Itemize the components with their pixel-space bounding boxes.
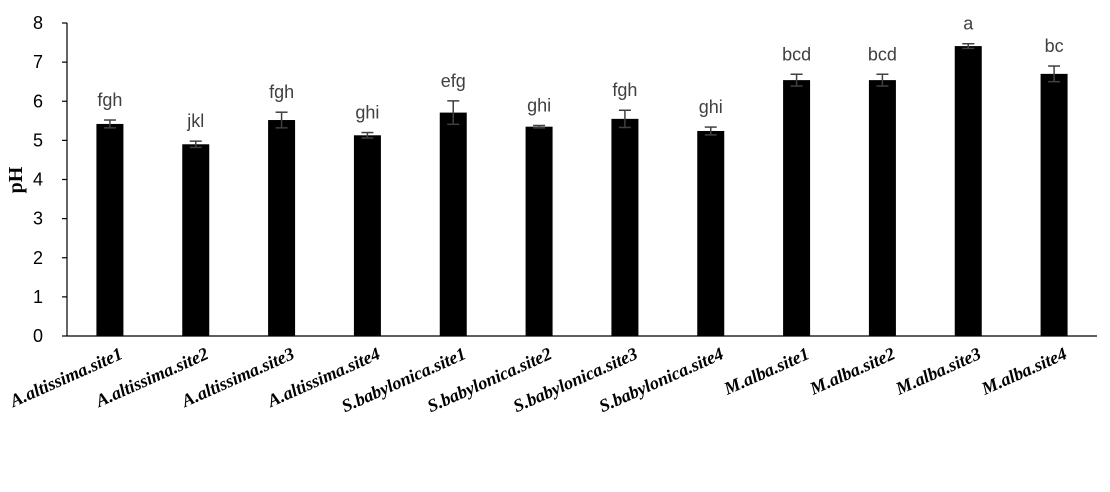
y-tick-label: 1 (33, 287, 43, 307)
x-axis: A.altissima.site1A.altissima.site2A.alti… (6, 335, 1097, 416)
error-bars (103, 42, 1061, 149)
error-bar (704, 126, 717, 136)
bar (182, 144, 210, 336)
error-bar (618, 109, 631, 129)
y-tick-label: 3 (33, 209, 43, 229)
error-bar (103, 119, 116, 129)
error-bar (962, 42, 975, 50)
y-tick-label: 8 (33, 13, 43, 33)
bar (96, 123, 124, 336)
bar (268, 120, 296, 336)
bar (611, 118, 639, 336)
bar (783, 80, 811, 336)
error-bar (1048, 65, 1061, 83)
significance-label: fgh (97, 90, 122, 110)
x-tick-label: M.alba.site1 (720, 343, 812, 399)
bar (954, 46, 982, 337)
error-bar (447, 100, 460, 126)
significance-labels: fgh jkl fgh ghi efg ghi fgh ghi bcd bcd a bc (97, 14, 1063, 131)
significance-label: efg (441, 71, 466, 91)
x-tick-label: M.alba.site3 (892, 343, 984, 399)
significance-label: ghi (699, 97, 723, 117)
significance-label: fgh (269, 82, 294, 102)
error-bar (189, 140, 202, 149)
significance-label: bcd (782, 44, 811, 64)
significance-label: a (963, 14, 974, 34)
significance-label: jkl (186, 111, 204, 131)
x-tick-label: M.alba.site4 (978, 343, 1070, 399)
bar (697, 130, 725, 336)
bars (96, 46, 1068, 337)
y-tick-label: 0 (33, 326, 43, 346)
bar (525, 126, 553, 337)
bar (1040, 73, 1068, 337)
y-tick-label: 7 (33, 52, 43, 72)
significance-label: fgh (612, 80, 637, 100)
bar (439, 112, 467, 336)
bar (868, 80, 896, 336)
error-bar (361, 131, 374, 139)
error-bar (533, 124, 546, 129)
y-axis-label: pH (5, 166, 27, 193)
y-tick-label: 2 (33, 248, 43, 268)
bar (353, 135, 381, 336)
significance-label: ghi (355, 103, 379, 123)
significance-label: bc (1045, 36, 1064, 56)
error-bar (275, 111, 288, 129)
error-bar (790, 73, 803, 87)
x-tick-label: M.alba.site2 (806, 343, 898, 399)
significance-label: ghi (527, 96, 551, 116)
y-tick-label: 5 (33, 130, 43, 150)
error-bar (876, 73, 889, 87)
y-axis: 0 1 2 3 4 5 6 7 8 (33, 13, 68, 346)
significance-label: bcd (868, 44, 897, 64)
y-tick-label: 6 (33, 91, 43, 111)
y-tick-label: 4 (33, 170, 43, 190)
